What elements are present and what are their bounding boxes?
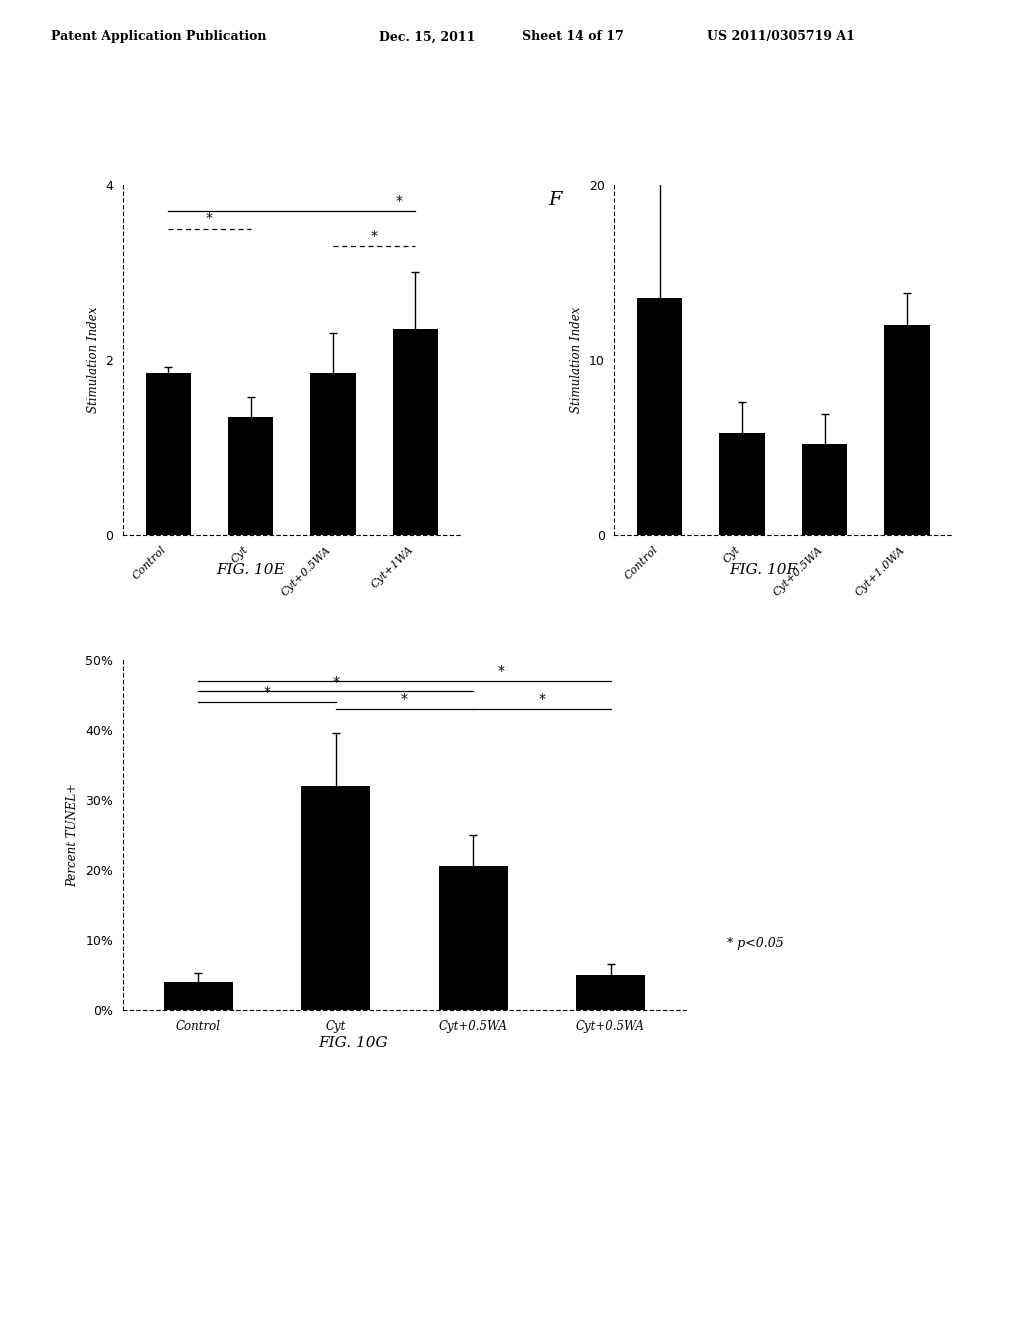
- Bar: [164, 982, 232, 1010]
- Bar: [885, 325, 930, 535]
- Text: *: *: [206, 211, 213, 224]
- Text: *: *: [497, 664, 504, 678]
- Bar: [577, 974, 645, 1010]
- Bar: [439, 866, 508, 1010]
- Text: *: *: [263, 685, 270, 700]
- Text: F: F: [548, 191, 561, 210]
- Bar: [301, 785, 370, 1010]
- Y-axis label: Stimulation Index: Stimulation Index: [570, 306, 584, 413]
- Text: FIG. 10E: FIG. 10E: [216, 564, 286, 577]
- Text: *: *: [539, 692, 546, 706]
- Text: Patent Application Publication: Patent Application Publication: [51, 30, 266, 44]
- Text: *: *: [333, 675, 339, 689]
- Text: *: *: [395, 194, 402, 207]
- Bar: [310, 372, 355, 535]
- Text: * p<0.05: * p<0.05: [727, 937, 783, 950]
- Y-axis label: Percent TUNEL+: Percent TUNEL+: [67, 783, 80, 887]
- Bar: [720, 433, 765, 535]
- Text: Dec. 15, 2011: Dec. 15, 2011: [379, 30, 475, 44]
- Y-axis label: Stimulation Index: Stimulation Index: [87, 306, 99, 413]
- Bar: [228, 417, 273, 535]
- Bar: [802, 444, 847, 535]
- Bar: [145, 372, 190, 535]
- Text: Sheet 14 of 17: Sheet 14 of 17: [522, 30, 624, 44]
- Text: *: *: [371, 228, 378, 243]
- Bar: [637, 298, 682, 535]
- Bar: [393, 329, 438, 535]
- Text: US 2011/0305719 A1: US 2011/0305719 A1: [707, 30, 854, 44]
- Text: FIG. 10F: FIG. 10F: [729, 564, 797, 577]
- Text: FIG. 10G: FIG. 10G: [318, 1036, 388, 1049]
- Text: *: *: [401, 692, 408, 706]
